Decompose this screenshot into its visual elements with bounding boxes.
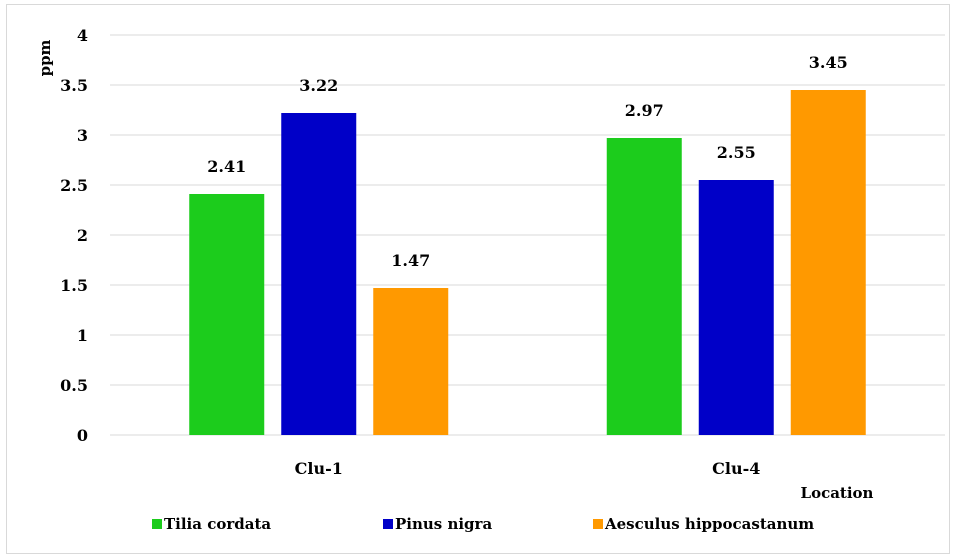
bar — [281, 113, 357, 435]
y-tick-label: 4 — [77, 26, 88, 45]
bar — [606, 138, 682, 435]
y-tick-label: 2.5 — [60, 176, 88, 195]
legend: Tilia cordata Pinus nigra Aesculus hippoca… — [152, 515, 814, 533]
legend-swatch — [152, 519, 162, 529]
y-tick-label: 3 — [77, 126, 88, 145]
bars — [189, 90, 866, 435]
bar — [189, 194, 265, 435]
data-label: 3.22 — [299, 76, 338, 95]
data-label: 2.41 — [207, 157, 246, 176]
legend-swatch — [383, 519, 393, 529]
y-axis-ticks: 0 0.5 1 1.5 2 2.5 3 3.5 4 — [60, 26, 88, 445]
y-axis-title: ppm — [36, 39, 54, 76]
x-axis-title: Location — [801, 484, 874, 502]
legend-label: Tilia cordata — [164, 515, 271, 533]
y-tick-label: 3.5 — [60, 76, 88, 95]
y-tick-label: 1 — [77, 326, 88, 345]
data-label: 2.55 — [717, 143, 756, 162]
y-tick-label: 0 — [77, 426, 88, 445]
x-category-label: Clu-1 — [295, 459, 343, 478]
legend-swatch — [593, 519, 603, 529]
data-label: 1.47 — [391, 251, 430, 270]
data-label: 2.97 — [625, 101, 664, 120]
x-category-label: Clu-4 — [712, 459, 760, 478]
legend-label: Pinus nigra — [395, 515, 492, 533]
y-tick-label: 0.5 — [60, 376, 88, 395]
y-tick-label: 1.5 — [60, 276, 88, 295]
bar — [790, 90, 866, 435]
legend-label: Aesculus hippocastanum — [604, 515, 814, 533]
data-label: 3.45 — [809, 53, 848, 72]
bar — [373, 288, 449, 435]
y-tick-label: 2 — [77, 226, 88, 245]
data-labels: 2.41 3.22 1.47 2.97 2.55 3.45 — [207, 53, 847, 270]
bar — [698, 180, 774, 435]
x-axis-categories: Clu-1 Clu-4 — [295, 459, 761, 478]
